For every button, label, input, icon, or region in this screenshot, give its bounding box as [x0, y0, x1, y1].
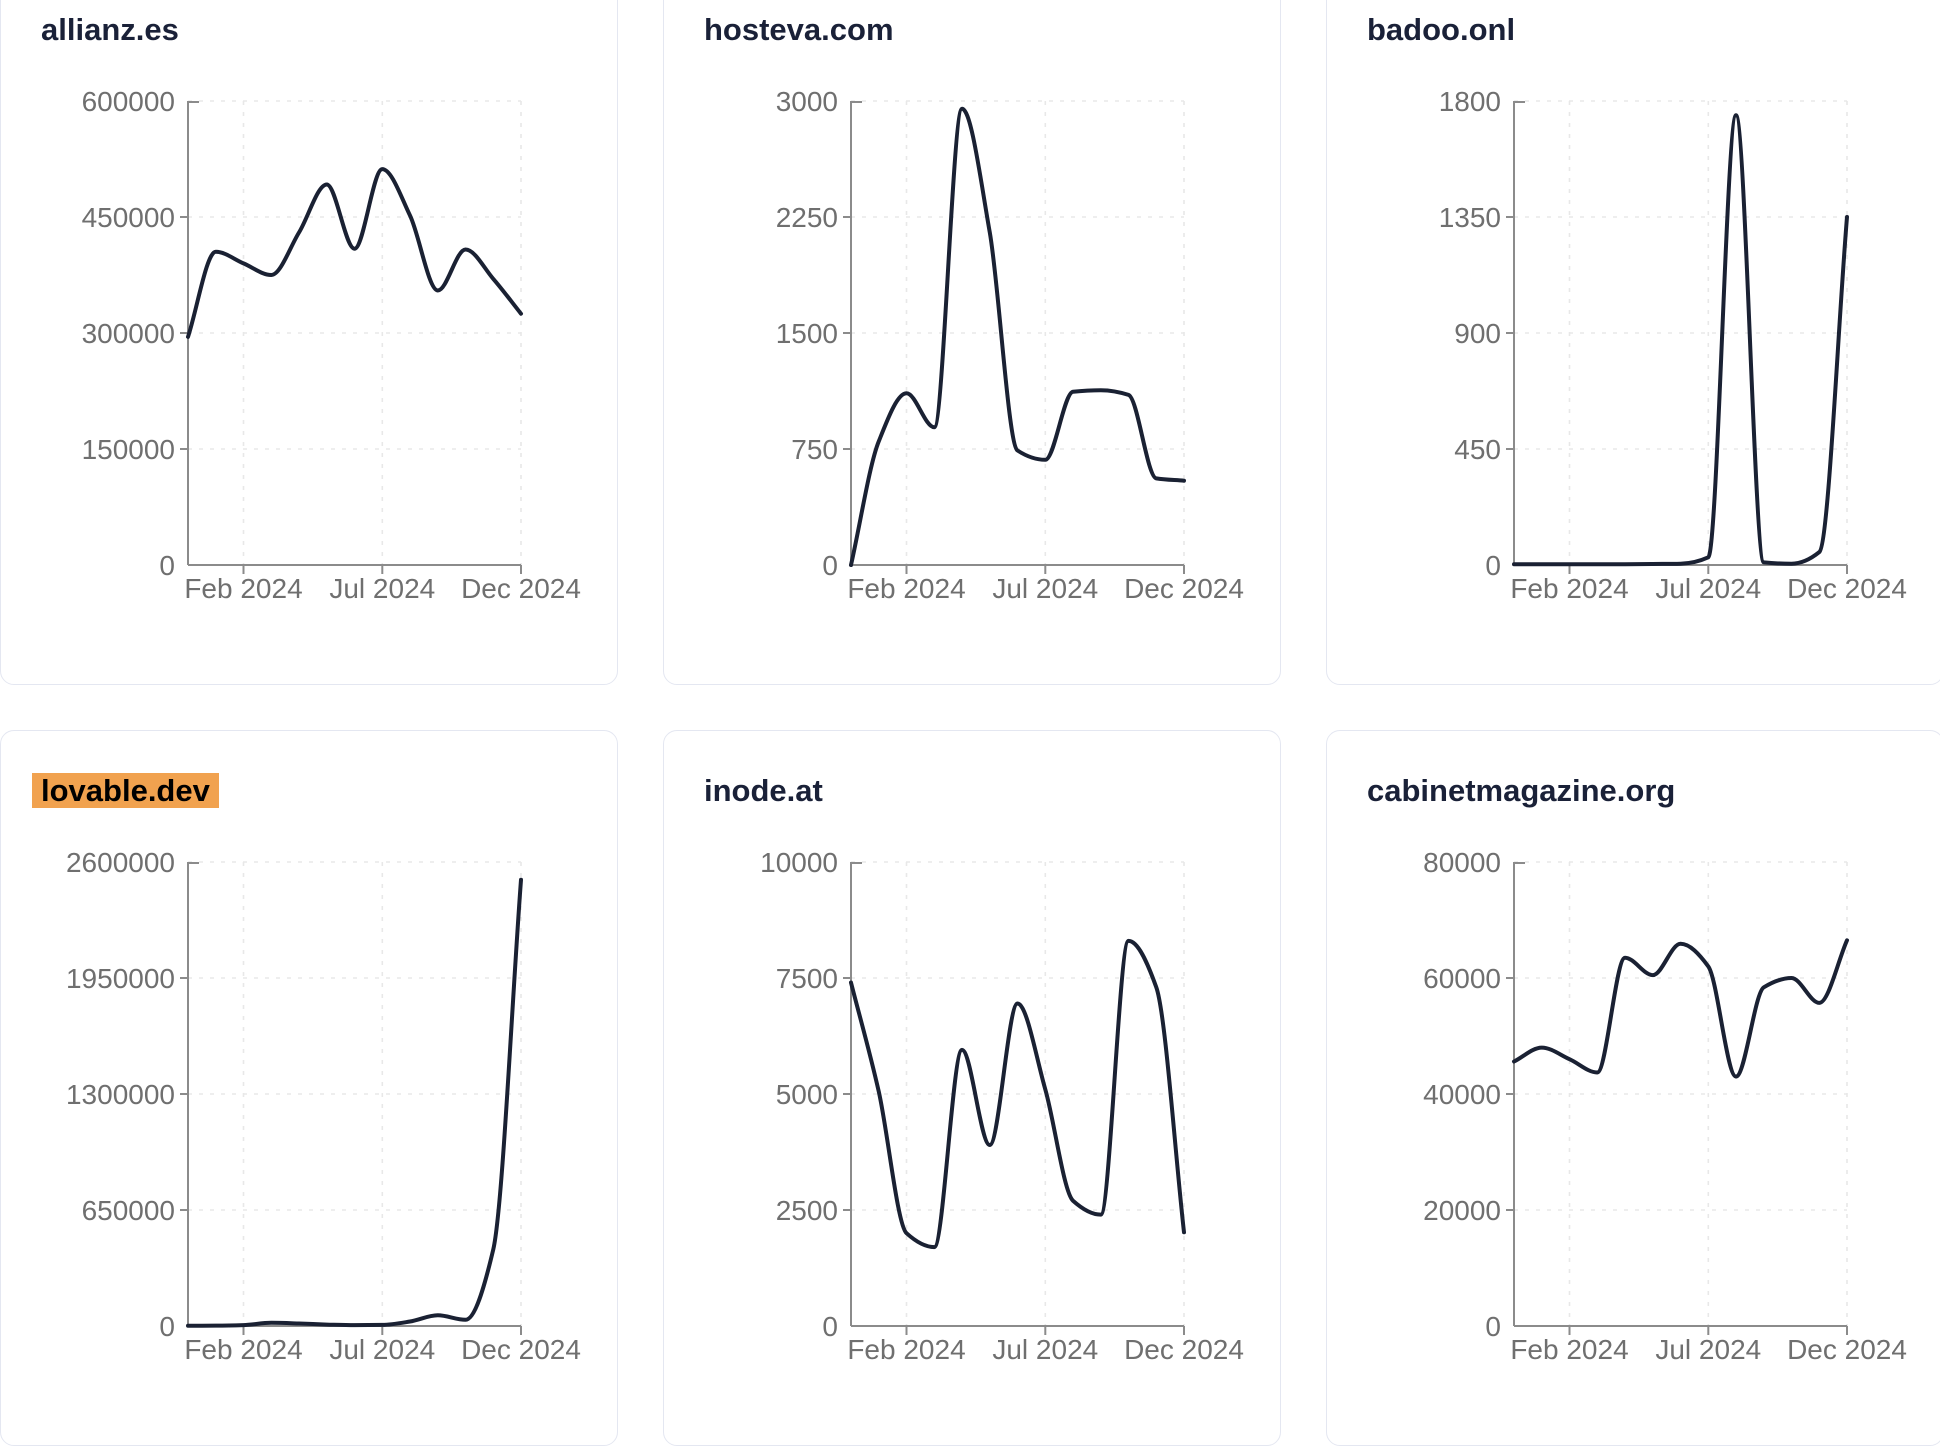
chart-title-text: allianz.es: [41, 12, 179, 47]
y-tick-label: 40000: [1423, 1079, 1501, 1110]
chart-title: allianz.es: [41, 12, 179, 48]
x-axis: Feb 2024 Jul 2024 Dec 2024: [1510, 1325, 1907, 1365]
x-tick-label: Feb 2024: [1510, 573, 1628, 604]
x-axis: Feb 2024 Jul 2024 Dec 2024: [184, 564, 581, 604]
x-tick-label: Feb 2024: [1510, 1334, 1628, 1365]
series-line: [849, 938, 1186, 1250]
y-tick-label: 3000: [776, 86, 838, 117]
line-chart: 0 2500 5000 7500 10000 Feb 2024 Jul 2024 Dec 20…: [760, 847, 1244, 1365]
x-tick-label: Feb 2024: [184, 573, 302, 604]
chart-title-text: hosteva.com: [704, 12, 894, 47]
y-tick-label: 150000: [82, 434, 175, 465]
y-tick-label: 7500: [776, 963, 838, 994]
y-tick-label: 1950000: [66, 963, 175, 994]
y-tick-label: 0: [1485, 550, 1501, 581]
x-tick-label: Feb 2024: [184, 1334, 302, 1365]
y-tick-label: 750: [791, 434, 838, 465]
chart-title-highlighted: lovable.dev: [32, 773, 219, 809]
chart-card: cabinetmagazine.org 0 20000 40000 60000 8000…: [1326, 730, 1940, 1446]
y-tick-label: 0: [159, 550, 175, 581]
x-axis: Feb 2024 Jul 2024 Dec 2024: [847, 1325, 1244, 1365]
line-chart: 0 750 1500 2250 3000 Feb 2024 Jul 2024 Dec 2024: [776, 86, 1244, 604]
y-tick-label: 10000: [760, 847, 838, 878]
chart-title-text: inode.at: [704, 773, 823, 808]
chart-title: inode.at: [704, 773, 823, 809]
y-tick-label: 0: [1485, 1311, 1501, 1342]
y-axis: 0 450 900 1350 1800: [1439, 86, 1525, 581]
y-axis: 0 750 1500 2250 3000: [776, 86, 862, 581]
series-line: [1512, 938, 1849, 1079]
gridlines: [188, 861, 522, 1326]
y-axis: 0 2500 5000 7500 10000: [760, 847, 862, 1342]
chart-title: hosteva.com: [704, 12, 894, 48]
x-tick-label: Dec 2024: [1124, 1334, 1244, 1365]
x-tick-label: Dec 2024: [1787, 573, 1907, 604]
x-tick-label: Jul 2024: [1655, 1334, 1761, 1365]
x-tick-label: Jul 2024: [1655, 573, 1761, 604]
chart-title: badoo.onl: [1367, 12, 1515, 48]
x-tick-label: Dec 2024: [1124, 573, 1244, 604]
y-tick-label: 5000: [776, 1079, 838, 1110]
series-line: [186, 877, 523, 1328]
gridlines: [188, 100, 522, 565]
line-chart: 0 150000 300000 450000 600000 Feb 2024 Jul 202…: [82, 86, 581, 604]
chart-title: cabinetmagazine.org: [1367, 773, 1675, 809]
gridlines: [851, 100, 1185, 565]
chart-card: badoo.onl 0 450 900 1350 1800 Feb 2024 Jul 202…: [1326, 0, 1940, 685]
x-tick-label: Jul 2024: [992, 1334, 1098, 1365]
gridlines: [1514, 861, 1848, 1326]
chart-card: allianz.es 0 150000 300000 450000 600000 Feb …: [0, 0, 618, 685]
chart-card: inode.at 0 2500 5000 7500 10000 Feb 2024 Jul 2…: [663, 730, 1281, 1446]
y-tick-label: 1350: [1439, 202, 1501, 233]
x-axis: Feb 2024 Jul 2024 Dec 2024: [184, 1325, 581, 1365]
x-tick-label: Dec 2024: [461, 1334, 581, 1365]
x-tick-label: Jul 2024: [329, 1334, 435, 1365]
y-tick-label: 300000: [82, 318, 175, 349]
y-tick-label: 2500: [776, 1195, 838, 1226]
y-tick-label: 1800: [1439, 86, 1501, 117]
x-axis: Feb 2024 Jul 2024 Dec 2024: [847, 564, 1244, 604]
x-tick-label: Feb 2024: [847, 1334, 965, 1365]
x-tick-label: Feb 2024: [847, 573, 965, 604]
line-chart: 0 450 900 1350 1800 Feb 2024 Jul 2024 Dec 2024: [1439, 86, 1907, 604]
y-tick-label: 450: [1454, 434, 1501, 465]
y-tick-label: 2250: [776, 202, 838, 233]
line-chart: 0 20000 40000 60000 80000 Feb 2024 Jul 2024 Dec…: [1423, 847, 1907, 1365]
x-axis: Feb 2024 Jul 2024 Dec 2024: [1510, 564, 1907, 604]
y-tick-label: 0: [822, 550, 838, 581]
chart-title-text: cabinetmagazine.org: [1367, 773, 1676, 808]
series-line: [1512, 113, 1849, 567]
gridlines: [851, 861, 1185, 1326]
y-tick-label: 650000: [82, 1195, 175, 1226]
y-tick-label: 0: [159, 1311, 175, 1342]
chart-card: hosteva.com 0 750 1500 2250 3000 Feb 2024 Jul …: [663, 0, 1281, 685]
y-tick-label: 60000: [1423, 963, 1501, 994]
x-tick-label: Dec 2024: [1787, 1334, 1907, 1365]
y-tick-label: 1300000: [66, 1079, 175, 1110]
y-tick-label: 2600000: [66, 847, 175, 878]
y-tick-label: 0: [822, 1311, 838, 1342]
y-tick-label: 1500: [776, 318, 838, 349]
series-line: [849, 106, 1186, 567]
gridlines: [1514, 100, 1848, 565]
y-tick-label: 80000: [1423, 847, 1501, 878]
y-tick-label: 20000: [1423, 1195, 1501, 1226]
chart-title-text: lovable.dev: [32, 773, 219, 808]
series-line: [186, 167, 523, 339]
y-tick-label: 450000: [82, 202, 175, 233]
y-tick-label: 900: [1454, 318, 1501, 349]
chart-title-text: badoo.onl: [1367, 12, 1516, 47]
x-tick-label: Jul 2024: [992, 573, 1098, 604]
chart-card: lovable.dev 0 650000 1300000 1950000 2600000…: [0, 730, 618, 1446]
y-axis: 0 20000 40000 60000 80000: [1423, 847, 1525, 1342]
y-axis: 0 650000 1300000 1950000 2600000: [66, 847, 199, 1342]
y-tick-label: 600000: [82, 86, 175, 117]
x-tick-label: Jul 2024: [329, 573, 435, 604]
line-chart: 0 650000 1300000 1950000 2600000 Feb 2024 Jul …: [66, 847, 581, 1365]
y-axis: 0 150000 300000 450000 600000: [82, 86, 199, 581]
x-tick-label: Dec 2024: [461, 573, 581, 604]
